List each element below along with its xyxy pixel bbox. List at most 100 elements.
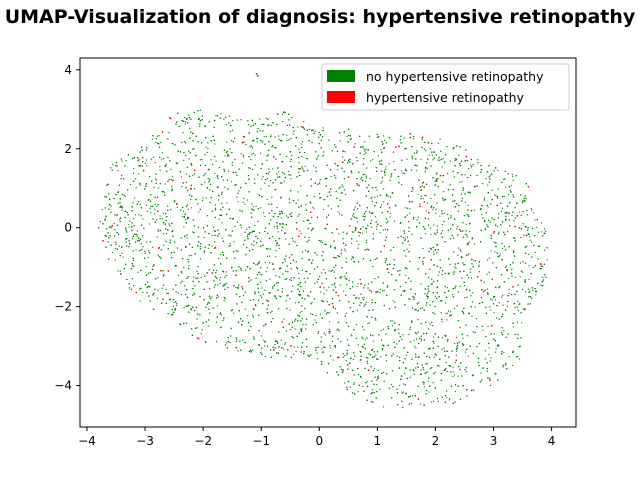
point-no-hypertensive-retinopathy [301, 251, 304, 253]
point-no-hypertensive-retinopathy [233, 241, 235, 243]
point-no-hypertensive-retinopathy [328, 332, 331, 335]
point-no-hypertensive-retinopathy [117, 270, 119, 272]
point-no-hypertensive-retinopathy [298, 272, 300, 274]
point-no-hypertensive-retinopathy [458, 154, 460, 156]
point-no-hypertensive-retinopathy [324, 334, 327, 336]
point-no-hypertensive-retinopathy [125, 241, 127, 243]
point-no-hypertensive-retinopathy [120, 158, 123, 160]
point-no-hypertensive-retinopathy [481, 213, 483, 216]
point-no-hypertensive-retinopathy [216, 269, 218, 272]
point-no-hypertensive-retinopathy [192, 174, 194, 176]
point-no-hypertensive-retinopathy [416, 338, 418, 340]
point-no-hypertensive-retinopathy [419, 337, 421, 340]
point-no-hypertensive-retinopathy [398, 356, 401, 359]
point-no-hypertensive-retinopathy [427, 276, 430, 279]
point-no-hypertensive-retinopathy [341, 184, 343, 186]
point-no-hypertensive-retinopathy [461, 277, 463, 279]
point-no-hypertensive-retinopathy [206, 215, 208, 217]
point-no-hypertensive-retinopathy [385, 218, 387, 220]
point-no-hypertensive-retinopathy [425, 389, 428, 392]
point-no-hypertensive-retinopathy [421, 138, 423, 140]
point-no-hypertensive-retinopathy [528, 253, 530, 256]
point-no-hypertensive-retinopathy [338, 213, 341, 215]
point-no-hypertensive-retinopathy [470, 268, 472, 270]
point-no-hypertensive-retinopathy [265, 279, 268, 282]
point-no-hypertensive-retinopathy [182, 132, 184, 134]
point-no-hypertensive-retinopathy [272, 215, 275, 218]
point-no-hypertensive-retinopathy [391, 397, 393, 399]
point-no-hypertensive-retinopathy [304, 307, 306, 310]
point-no-hypertensive-retinopathy [204, 153, 206, 156]
point-no-hypertensive-retinopathy [117, 170, 119, 172]
point-no-hypertensive-retinopathy [416, 333, 418, 335]
point-no-hypertensive-retinopathy [159, 218, 161, 220]
point-no-hypertensive-retinopathy [403, 383, 405, 385]
point-no-hypertensive-retinopathy [190, 118, 192, 120]
point-no-hypertensive-retinopathy [259, 118, 261, 120]
point-no-hypertensive-retinopathy [225, 282, 228, 284]
point-no-hypertensive-retinopathy [517, 310, 519, 312]
point-no-hypertensive-retinopathy [519, 302, 521, 305]
point-no-hypertensive-retinopathy [462, 337, 464, 340]
point-no-hypertensive-retinopathy [446, 370, 448, 373]
point-no-hypertensive-retinopathy [343, 354, 346, 357]
point-no-hypertensive-retinopathy [197, 226, 200, 229]
point-no-hypertensive-retinopathy [376, 136, 379, 139]
point-no-hypertensive-retinopathy [422, 182, 424, 185]
point-no-hypertensive-retinopathy [298, 213, 300, 216]
point-no-hypertensive-retinopathy [383, 201, 385, 203]
point-no-hypertensive-retinopathy [211, 296, 213, 298]
point-no-hypertensive-retinopathy [364, 173, 366, 175]
point-no-hypertensive-retinopathy [503, 330, 505, 332]
point-no-hypertensive-retinopathy [490, 203, 492, 205]
point-no-hypertensive-retinopathy [152, 218, 154, 220]
point-no-hypertensive-retinopathy [135, 187, 137, 189]
point-no-hypertensive-retinopathy [301, 141, 304, 143]
point-no-hypertensive-retinopathy [199, 245, 201, 248]
point-no-hypertensive-retinopathy [311, 141, 313, 144]
point-no-hypertensive-retinopathy [364, 141, 366, 143]
point-no-hypertensive-retinopathy [215, 321, 218, 323]
point-no-hypertensive-retinopathy [317, 154, 320, 157]
point-no-hypertensive-retinopathy [323, 332, 325, 334]
point-no-hypertensive-retinopathy [290, 177, 292, 180]
point-no-hypertensive-retinopathy [220, 113, 222, 115]
point-no-hypertensive-retinopathy [183, 159, 185, 162]
point-no-hypertensive-retinopathy [224, 155, 226, 157]
point-no-hypertensive-retinopathy [530, 241, 533, 243]
point-no-hypertensive-retinopathy [167, 312, 169, 315]
point-no-hypertensive-retinopathy [385, 333, 387, 335]
point-no-hypertensive-retinopathy [303, 120, 305, 123]
point-no-hypertensive-retinopathy [501, 296, 503, 298]
point-no-hypertensive-retinopathy [237, 201, 239, 203]
point-no-hypertensive-retinopathy [299, 230, 301, 232]
point-no-hypertensive-retinopathy [406, 377, 408, 380]
point-no-hypertensive-retinopathy [430, 197, 432, 200]
point-no-hypertensive-retinopathy [301, 269, 304, 271]
point-no-hypertensive-retinopathy [342, 238, 344, 240]
point-no-hypertensive-retinopathy [209, 312, 211, 314]
point-no-hypertensive-retinopathy [237, 192, 239, 194]
point-no-hypertensive-retinopathy [484, 350, 486, 352]
point-no-hypertensive-retinopathy [501, 327, 503, 329]
point-no-hypertensive-retinopathy [374, 196, 376, 199]
point-no-hypertensive-retinopathy [185, 120, 187, 123]
point-no-hypertensive-retinopathy [152, 246, 154, 248]
point-no-hypertensive-retinopathy [132, 172, 135, 174]
point-no-hypertensive-retinopathy [353, 382, 355, 384]
point-no-hypertensive-retinopathy [356, 285, 358, 288]
point-no-hypertensive-retinopathy [320, 239, 322, 242]
point-no-hypertensive-retinopathy [431, 321, 433, 324]
point-no-hypertensive-retinopathy [247, 233, 249, 235]
point-no-hypertensive-retinopathy [342, 231, 344, 233]
point-no-hypertensive-retinopathy [224, 276, 226, 278]
point-no-hypertensive-retinopathy [431, 278, 433, 280]
point-no-hypertensive-retinopathy [512, 364, 514, 366]
point-no-hypertensive-retinopathy [274, 295, 276, 297]
point-no-hypertensive-retinopathy [464, 233, 467, 236]
point-no-hypertensive-retinopathy [447, 172, 449, 175]
point-no-hypertensive-retinopathy [275, 256, 277, 258]
point-no-hypertensive-retinopathy [436, 397, 439, 400]
point-no-hypertensive-retinopathy [423, 381, 425, 384]
